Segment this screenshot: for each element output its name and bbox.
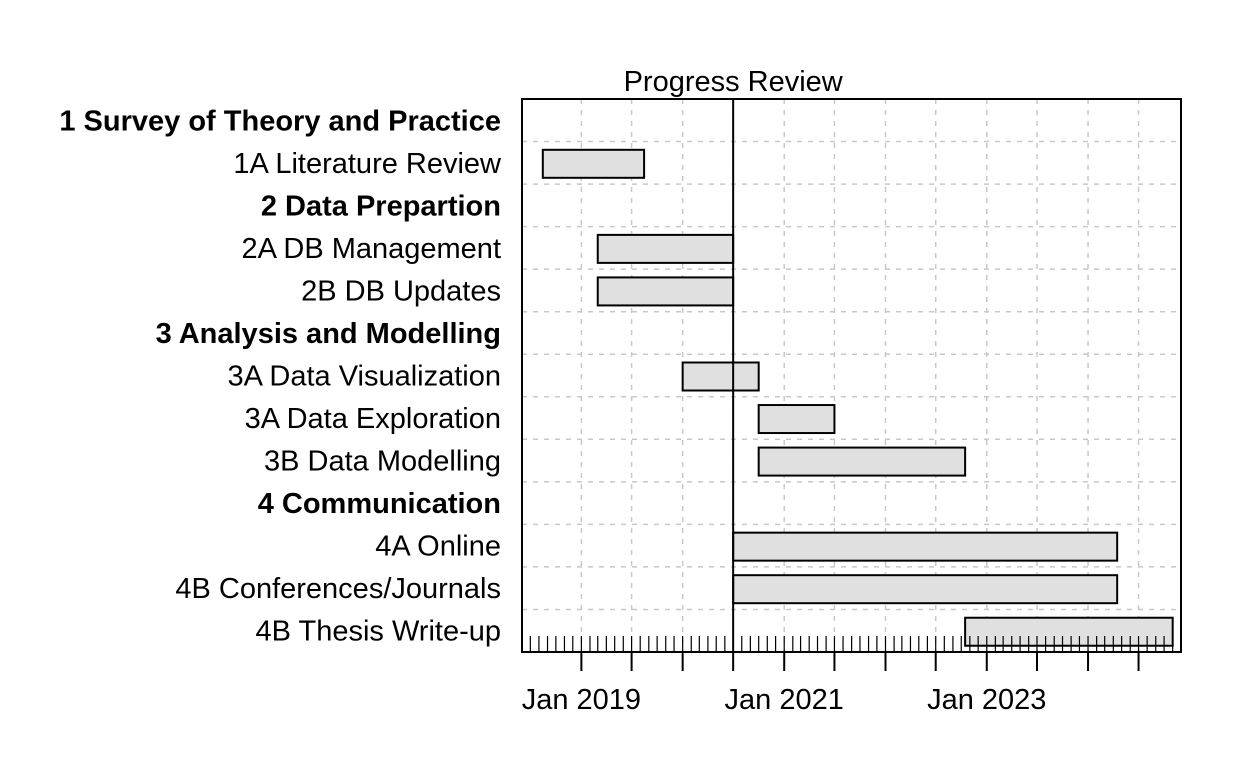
task-label: 4A Online (375, 531, 501, 563)
progress-review-label: Progress Review (624, 66, 844, 98)
task-bars (541, 148, 1174, 647)
task-label: 1 Survey of Theory and Practice (59, 105, 501, 137)
task-bar (596, 276, 735, 307)
x-axis: Jan 2019 Jan 2021 Jan 2023 (521, 636, 1182, 716)
x-tick-label: Jan 2019 (522, 684, 641, 716)
task-bar (732, 531, 1119, 562)
task-bar (757, 446, 967, 477)
reference-line: Progress Review (624, 66, 844, 652)
grid-lines (522, 99, 1181, 652)
task-label: 1A Literature Review (233, 148, 502, 180)
task-bar (964, 616, 1174, 647)
task-label: 4 Communication (258, 488, 501, 520)
task-bar (681, 361, 760, 392)
task-bar (596, 233, 735, 264)
x-tick-label: Jan 2021 (725, 684, 844, 716)
task-labels: 1 Survey of Theory and Practice 1A Litera… (59, 105, 502, 647)
task-label: 3B Data Modelling (264, 446, 501, 478)
task-label: 2 Data Prepartion (261, 190, 501, 222)
task-bar (757, 404, 836, 435)
task-label: 4B Conferences/Journals (175, 573, 501, 605)
task-label: 2B DB Updates (301, 275, 501, 307)
task-label: 3A Data Visualization (227, 361, 501, 393)
task-bar (732, 574, 1119, 605)
task-label: 3 Analysis and Modelling (156, 318, 501, 350)
x-tick-label: Jan 2023 (927, 684, 1046, 716)
task-label: 2A DB Management (241, 233, 501, 265)
plot-frame (521, 98, 1182, 653)
task-label: 3A Data Exploration (245, 403, 501, 435)
task-label: 4B Thesis Write-up (255, 616, 501, 648)
task-bar (541, 148, 646, 179)
